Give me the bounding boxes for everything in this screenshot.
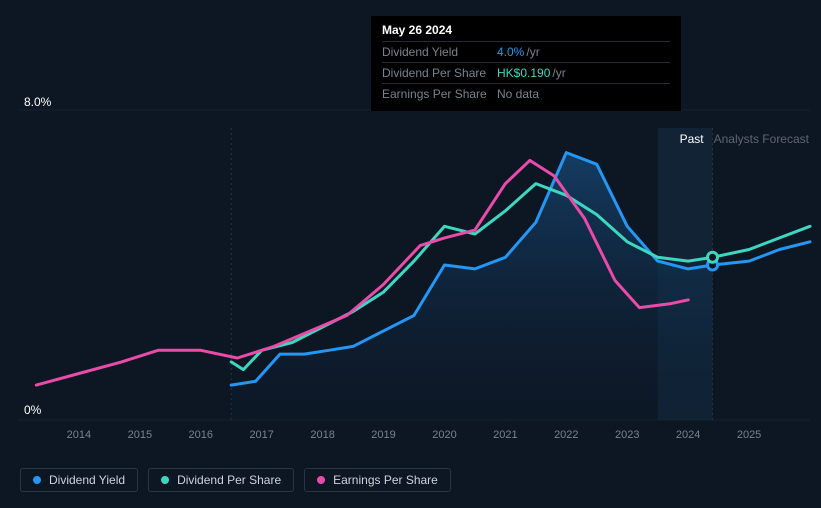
tooltip-row-label: Dividend Yield: [382, 45, 497, 59]
hover-tooltip: May 26 2024 Dividend Yield4.0% /yrDivide…: [371, 16, 681, 111]
tooltip-row-unit: /yr: [552, 66, 565, 80]
svg-text:2018: 2018: [310, 429, 334, 441]
tooltip-row-value: 4.0%: [497, 45, 524, 59]
tooltip-row-value: No data: [497, 87, 539, 101]
time-scope-labels: Past Analysts Forecast: [680, 132, 809, 146]
chart-container: 0% 8.0% 2014 2015 2016 2017 2018 2019 2020 2021 20…: [0, 0, 821, 508]
tooltip-row-label: Earnings Per Share: [382, 87, 497, 101]
tooltip-row-unit: /yr: [526, 45, 539, 59]
legend-dot-icon: [161, 476, 169, 484]
tooltip-row-label: Dividend Per Share: [382, 66, 497, 80]
tooltip-row: Earnings Per ShareNo data: [382, 84, 670, 104]
legend-item[interactable]: Dividend Yield: [20, 468, 138, 492]
svg-text:0%: 0%: [24, 403, 42, 417]
svg-text:2019: 2019: [371, 429, 395, 441]
legend-dot-icon: [33, 476, 41, 484]
tooltip-date: May 26 2024: [382, 23, 670, 42]
legend-item[interactable]: Earnings Per Share: [304, 468, 451, 492]
svg-text:2015: 2015: [128, 429, 152, 441]
forecast-label: Analysts Forecast: [714, 132, 809, 146]
svg-text:2025: 2025: [737, 429, 761, 441]
svg-text:2020: 2020: [432, 429, 456, 441]
tooltip-row: Dividend Yield4.0% /yr: [382, 42, 670, 63]
svg-text:2024: 2024: [676, 429, 700, 441]
legend-item-label: Earnings Per Share: [333, 473, 438, 487]
legend-item-label: Dividend Per Share: [177, 473, 281, 487]
legend-item[interactable]: Dividend Per Share: [148, 468, 294, 492]
legend-item-label: Dividend Yield: [49, 473, 125, 487]
svg-text:2022: 2022: [554, 429, 578, 441]
svg-text:2016: 2016: [189, 429, 213, 441]
tooltip-row: Dividend Per ShareHK$0.190 /yr: [382, 63, 670, 84]
svg-text:2021: 2021: [493, 429, 517, 441]
tooltip-row-value: HK$0.190: [497, 66, 550, 80]
svg-text:2017: 2017: [249, 429, 273, 441]
legend-dot-icon: [317, 476, 325, 484]
svg-text:8.0%: 8.0%: [24, 95, 52, 109]
past-label: Past: [680, 132, 704, 146]
legend: Dividend Yield Dividend Per Share Earnings…: [20, 468, 451, 492]
svg-text:2014: 2014: [67, 429, 91, 441]
svg-text:2023: 2023: [615, 429, 639, 441]
